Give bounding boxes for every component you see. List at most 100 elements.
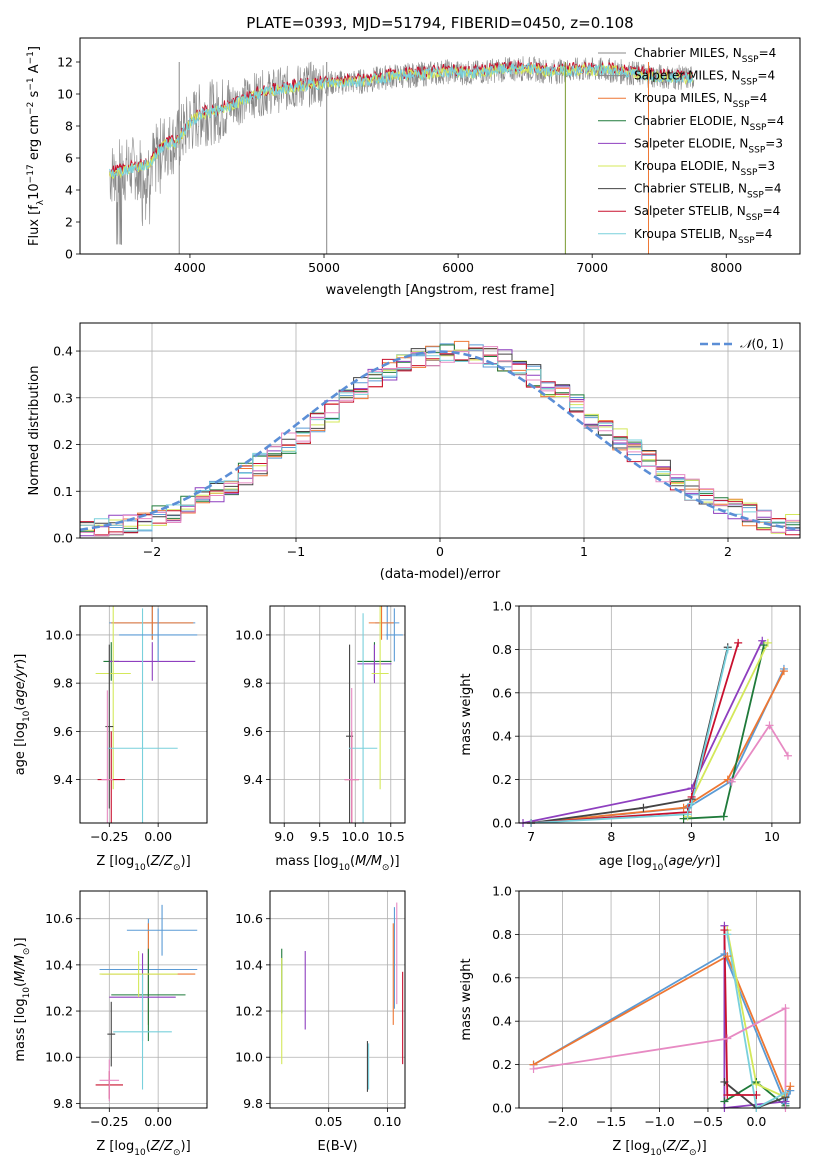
series-marker xyxy=(683,810,692,819)
legend-label: Chabrier ELODIE, NSSP=4 xyxy=(634,114,784,133)
x-tick-label: 0.0 xyxy=(746,1114,766,1129)
axes-frame xyxy=(518,605,801,824)
y-tick-label: 0.1 xyxy=(53,484,73,499)
series-marker xyxy=(723,930,732,939)
x-tick-label: −0.5 xyxy=(693,1114,723,1129)
series-marker xyxy=(786,1082,795,1091)
legend-label: Salpeter MILES, NSSP=4 xyxy=(634,69,775,88)
y-tick-label: 4 xyxy=(65,183,73,198)
series-marker xyxy=(727,777,736,786)
legend-label: Chabrier MILES, NSSP=4 xyxy=(634,46,776,65)
x-axis-label: mass [log10(M/M⊙)] xyxy=(275,854,399,873)
x-tick-label: −0.25 xyxy=(90,1114,128,1129)
series-line xyxy=(530,646,729,823)
histogram-series xyxy=(80,344,800,537)
x-axis-label: (data-model)/error xyxy=(380,567,501,582)
legend-label: Salpeter ELODIE, NSSP=3 xyxy=(634,136,783,155)
y-tick-label: 9.8 xyxy=(53,1096,73,1111)
series-marker xyxy=(752,1080,761,1089)
series-marker xyxy=(723,775,732,784)
y-tick-label: 9.8 xyxy=(243,676,263,691)
normal-curve xyxy=(80,350,800,532)
axes-frame xyxy=(518,890,801,1109)
x-axis-label: age [log10(age/yr)] xyxy=(599,854,721,873)
series-marker xyxy=(723,645,732,654)
y-tick-label: 6 xyxy=(65,151,73,166)
series-marker xyxy=(781,1004,790,1013)
series-marker xyxy=(763,638,772,647)
series-line xyxy=(530,642,740,823)
x-tick-label: 9.0 xyxy=(274,829,294,844)
y-tick-label: 0.0 xyxy=(492,816,512,831)
y-tick-label: 9.4 xyxy=(243,772,263,787)
x-tick-label: −2 xyxy=(143,544,161,559)
x-tick-label: 0.00 xyxy=(144,829,172,844)
x-tick-label: 0.10 xyxy=(373,1114,401,1129)
x-tick-label: 0 xyxy=(436,544,444,559)
series-marker xyxy=(679,814,688,823)
observed-spectrum xyxy=(109,55,695,245)
x-tick-label: 0.05 xyxy=(315,1114,343,1129)
axes-frame xyxy=(79,605,208,824)
y-tick-label: 1.0 xyxy=(492,884,512,899)
y-tick-label: 2 xyxy=(65,215,73,230)
series-line xyxy=(533,954,792,1100)
x-axis-label: E(B-V) xyxy=(317,1139,357,1154)
y-tick-label: 0.2 xyxy=(492,772,512,787)
series-line xyxy=(726,934,786,1108)
model-spectrum xyxy=(109,62,694,179)
series-marker xyxy=(779,667,788,676)
x-axis-label: wavelength [Angstrom, rest frame] xyxy=(326,283,555,298)
y-tick-label: 1.0 xyxy=(492,599,512,614)
y-tick-label: 10.6 xyxy=(235,911,263,926)
y-tick-label: 0.2 xyxy=(53,437,73,452)
series-marker xyxy=(758,636,767,645)
errorbar-plot xyxy=(281,902,404,1092)
y-tick-label: 10.2 xyxy=(235,1004,263,1019)
series-marker xyxy=(720,926,729,935)
x-tick-label: 10 xyxy=(764,829,780,844)
x-tick-label: 2 xyxy=(724,544,732,559)
legend-label: Kroupa STELIB, NSSP=4 xyxy=(634,227,772,246)
y-tick-label: 8 xyxy=(65,119,73,134)
x-tick-label: 7 xyxy=(527,829,535,844)
y-axis-label: mass weight xyxy=(459,673,474,755)
y-tick-label: 10.6 xyxy=(45,911,73,926)
errorbar-plot xyxy=(95,606,198,823)
series-marker xyxy=(734,638,743,647)
series-marker xyxy=(783,751,792,760)
x-tick-label: 4000 xyxy=(174,260,206,275)
y-axis-label: mass [log10(M/M⊙)] xyxy=(13,937,32,1061)
series-line xyxy=(723,1081,786,1108)
y-tick-label: 0.2 xyxy=(492,1057,512,1072)
y-tick-label: 10.2 xyxy=(45,1004,73,1019)
x-tick-label: 9.5 xyxy=(310,829,330,844)
line-plot xyxy=(522,640,789,823)
legend-label: Chabrier STELIB, NSSP=4 xyxy=(634,182,782,201)
x-tick-label: −2.0 xyxy=(547,1114,577,1129)
x-axis-label: Z [log10(Z/Z⊙)] xyxy=(96,854,190,873)
y-tick-label: 9.4 xyxy=(53,772,73,787)
x-tick-label: 10.0 xyxy=(341,829,369,844)
spectrum-plot xyxy=(109,55,695,254)
y-tick-label: 0.4 xyxy=(492,729,512,744)
y-tick-label: 10.4 xyxy=(45,957,73,972)
chart-title: PLATE=0393, MJD=51794, FIBERID=0450, z=0… xyxy=(246,14,633,32)
y-tick-label: 0.8 xyxy=(492,927,512,942)
y-tick-label: 9.8 xyxy=(53,676,73,691)
y-tick-label: 0.6 xyxy=(492,970,512,985)
x-tick-label: 7000 xyxy=(576,260,608,275)
y-axis-label: mass weight xyxy=(459,958,474,1040)
x-tick-label: −1 xyxy=(287,544,305,559)
x-tick-label: 6000 xyxy=(442,260,474,275)
x-tick-label: 8000 xyxy=(710,260,742,275)
x-tick-label: 5000 xyxy=(308,260,340,275)
y-axis-label: Flux [fλ10−17 erg cm−2 s−1 A−1] xyxy=(26,46,46,246)
axes-frame xyxy=(269,890,406,1109)
y-axis-label: Normed distribution xyxy=(27,366,42,496)
y-tick-label: 10.0 xyxy=(45,627,73,642)
axes-frame xyxy=(79,890,208,1109)
x-tick-label: −1.0 xyxy=(644,1114,674,1129)
series-line xyxy=(530,670,785,823)
errorbar-plot xyxy=(344,606,403,823)
